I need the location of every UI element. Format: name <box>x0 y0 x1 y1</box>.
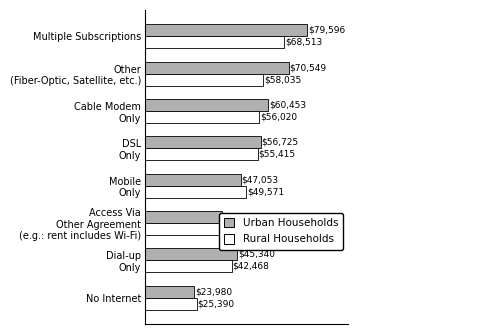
Text: $25,390: $25,390 <box>197 299 235 308</box>
Bar <box>145 174 241 186</box>
Bar <box>145 298 197 310</box>
Bar <box>145 261 231 273</box>
Text: $47,053: $47,053 <box>242 175 279 184</box>
Text: $60,453: $60,453 <box>269 101 306 110</box>
Bar <box>145 211 222 223</box>
Text: $45,340: $45,340 <box>238 250 275 259</box>
Bar <box>145 186 246 198</box>
Text: $42,317: $42,317 <box>232 224 269 233</box>
Bar <box>145 148 258 160</box>
Text: $49,571: $49,571 <box>247 187 284 196</box>
Legend: Urban Households, Rural Households: Urban Households, Rural Households <box>219 212 343 250</box>
Bar <box>145 99 268 111</box>
Text: $23,980: $23,980 <box>195 287 232 296</box>
Text: $56,020: $56,020 <box>260 113 297 122</box>
Bar <box>145 36 285 48</box>
Bar <box>145 136 260 148</box>
Bar <box>145 61 288 73</box>
Text: $37,783: $37,783 <box>223 212 260 221</box>
Bar <box>145 24 307 36</box>
Bar <box>145 111 259 123</box>
Text: $42,468: $42,468 <box>232 262 269 271</box>
Bar <box>145 286 194 298</box>
Text: $58,035: $58,035 <box>264 75 301 84</box>
Text: $70,549: $70,549 <box>289 63 327 72</box>
Text: $55,415: $55,415 <box>258 150 296 159</box>
Bar <box>145 73 263 86</box>
Text: $79,596: $79,596 <box>308 26 345 35</box>
Bar <box>145 223 231 235</box>
Text: $56,725: $56,725 <box>261 138 299 147</box>
Bar <box>145 248 237 261</box>
Text: $68,513: $68,513 <box>285 38 322 47</box>
